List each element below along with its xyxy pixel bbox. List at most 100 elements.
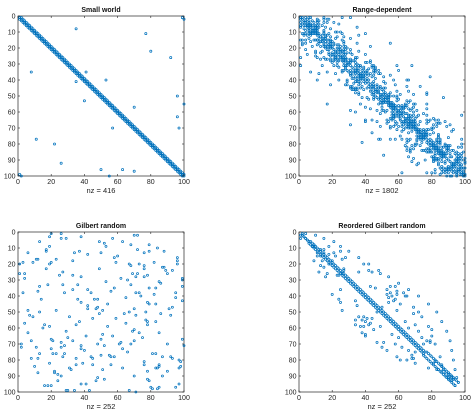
nonzero-point xyxy=(372,84,376,88)
nonzero-point xyxy=(51,49,55,53)
nonzero-point xyxy=(151,144,154,148)
nonzero-point xyxy=(403,320,407,324)
nonzero-point xyxy=(445,369,449,373)
nonzero-point xyxy=(54,52,58,56)
nonzero-point xyxy=(405,145,409,149)
nonzero-point xyxy=(174,166,178,170)
nonzero-point xyxy=(365,297,369,301)
nonzero-point xyxy=(423,136,427,140)
nonzero-point xyxy=(121,347,124,351)
nonzero-point xyxy=(122,115,126,119)
nonzero-point xyxy=(435,368,439,372)
nonzero-point xyxy=(345,64,349,68)
nonzero-point xyxy=(398,105,402,109)
nonzero-point xyxy=(61,59,65,63)
nonzero-point xyxy=(129,121,133,125)
nonzero-point xyxy=(322,28,326,32)
nonzero-point xyxy=(334,267,337,271)
nonzero-point xyxy=(119,277,123,280)
nonzero-point xyxy=(53,48,56,52)
y-tick-label: 20 xyxy=(8,261,16,268)
nonzero-point xyxy=(428,118,432,122)
nonzero-point xyxy=(54,51,58,55)
nonzero-point xyxy=(71,273,75,277)
nonzero-point xyxy=(87,84,91,88)
nonzero-point xyxy=(383,110,387,114)
nonzero-point xyxy=(340,38,344,42)
nonzero-point xyxy=(400,110,404,114)
nonzero-point xyxy=(337,273,341,277)
nonzero-point xyxy=(390,105,394,109)
nonzero-point xyxy=(363,70,367,74)
nonzero-point xyxy=(329,46,332,50)
nonzero-point xyxy=(149,49,153,53)
nonzero-point xyxy=(141,336,144,339)
nonzero-point xyxy=(350,59,354,63)
nonzero-point xyxy=(319,44,323,48)
nonzero-point xyxy=(367,84,371,88)
nonzero-point xyxy=(445,169,449,173)
nonzero-point xyxy=(420,136,424,140)
chart-title: Range-dependent xyxy=(352,7,412,14)
nonzero-point xyxy=(430,144,434,148)
nonzero-point xyxy=(339,54,342,58)
nonzero-point xyxy=(438,369,442,373)
nonzero-point xyxy=(314,25,318,29)
nonzero-point xyxy=(309,25,313,29)
nonzero-point xyxy=(345,275,349,279)
nonzero-point xyxy=(36,371,40,375)
nonzero-point xyxy=(314,32,318,36)
nonzero-point xyxy=(146,139,149,143)
nonzero-point xyxy=(166,272,169,275)
nonzero-point xyxy=(175,94,179,98)
nonzero-point xyxy=(392,113,396,117)
nonzero-point xyxy=(177,169,181,173)
nonzero-point xyxy=(387,102,391,106)
nonzero-point xyxy=(385,118,389,122)
nonzero-point xyxy=(407,100,410,104)
nonzero-point xyxy=(49,347,53,351)
nonzero-point xyxy=(437,147,440,151)
nonzero-point xyxy=(432,363,435,367)
nonzero-point xyxy=(99,337,103,341)
nonzero-point xyxy=(402,332,406,336)
nonzero-point xyxy=(385,94,389,98)
nonzero-point xyxy=(358,64,362,68)
nonzero-point xyxy=(324,254,327,258)
nonzero-point xyxy=(310,32,314,36)
nonzero-point xyxy=(387,94,391,98)
nonzero-point xyxy=(451,382,455,386)
nonzero-point xyxy=(46,41,50,45)
nonzero-point xyxy=(385,108,389,112)
nonzero-point xyxy=(370,65,374,69)
nonzero-point xyxy=(21,291,25,295)
nonzero-point xyxy=(319,35,323,39)
nonzero-point xyxy=(438,139,442,143)
nonzero-point xyxy=(121,240,124,243)
nonzero-point xyxy=(437,136,440,140)
nonzero-point xyxy=(77,72,81,76)
nonzero-point xyxy=(322,252,326,256)
nonzero-point xyxy=(317,33,321,37)
nonzero-point xyxy=(423,148,427,152)
nonzero-point xyxy=(372,91,376,95)
nonzero-point xyxy=(415,131,419,135)
nonzero-point xyxy=(325,17,329,21)
nonzero-point xyxy=(24,24,28,28)
nonzero-point xyxy=(342,48,346,52)
nonzero-point xyxy=(304,32,308,36)
nonzero-point xyxy=(360,68,364,72)
nonzero-point xyxy=(387,96,391,100)
nonzero-point xyxy=(443,368,447,372)
nonzero-point xyxy=(309,16,313,20)
nonzero-point xyxy=(38,352,41,355)
nonzero-point xyxy=(435,366,439,370)
nonzero-point xyxy=(319,57,323,61)
nonzero-point xyxy=(106,302,110,306)
nonzero-point xyxy=(355,86,359,90)
y-tick-label: 30 xyxy=(289,277,297,284)
nonzero-point xyxy=(410,353,414,357)
nonzero-point xyxy=(357,80,361,84)
nonzero-point xyxy=(403,120,407,124)
